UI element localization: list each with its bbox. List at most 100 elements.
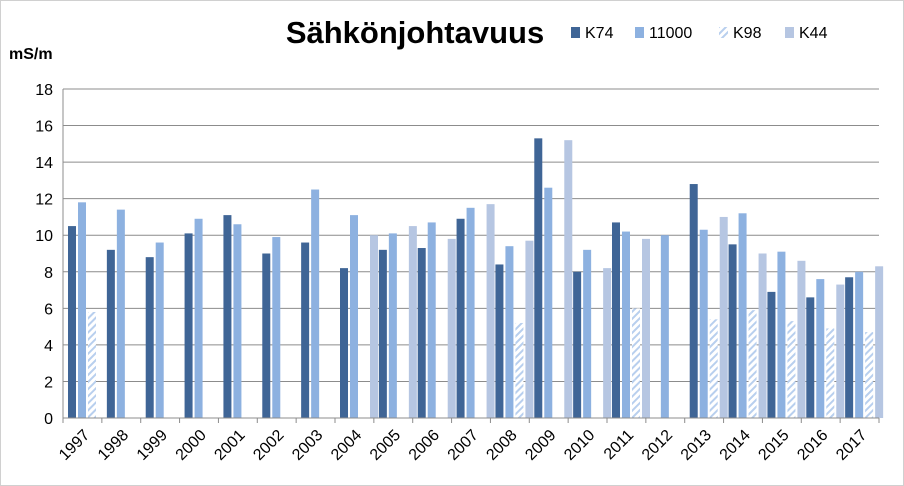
bar-K44-2011 <box>642 238 650 418</box>
legend-label-K44: K44 <box>799 25 828 42</box>
bar-11000-2005 <box>388 233 397 418</box>
legend-label-K74: K74 <box>585 25 614 42</box>
x-tick-label: 2005 <box>367 427 404 464</box>
bar-11000-2007 <box>466 207 475 418</box>
bar-K98-2014 <box>748 310 757 418</box>
bar-K74-2008 <box>495 264 504 418</box>
y-tick-label: 16 <box>35 119 53 136</box>
bar-K98-1997 <box>88 311 96 418</box>
x-tick-label: 2001 <box>211 427 248 464</box>
x-tick-label: 2013 <box>678 427 715 464</box>
x-tick-label: 2016 <box>794 427 831 464</box>
legend-swatch-K98 <box>719 27 728 38</box>
bar-K44-2009 <box>564 140 573 418</box>
bar-K74-2015 <box>767 291 776 418</box>
bar-K44-2010 <box>603 268 612 418</box>
bars <box>68 138 884 418</box>
bar-K44-2006 <box>447 238 456 418</box>
legend-swatch-11000 <box>635 27 644 38</box>
bar-K74-2017 <box>845 277 854 418</box>
bar-K74-1998 <box>106 249 115 418</box>
bar-K98-2016 <box>826 328 835 418</box>
bar-K44-2007 <box>486 204 495 418</box>
bar-K74-2003 <box>301 242 310 418</box>
bar-K74-2007 <box>456 218 465 418</box>
x-tick-label: 2010 <box>561 427 598 464</box>
bar-K74-2004 <box>340 268 348 418</box>
bar-11000-2009 <box>544 187 553 418</box>
x-tick-label: 2012 <box>639 427 676 464</box>
bar-11000-1999 <box>155 242 164 418</box>
y-tick-label: 4 <box>44 338 53 355</box>
bar-K98-2017 <box>865 332 874 418</box>
legend: K74 11000 K98 K44 <box>571 25 828 42</box>
y-tick-label: 8 <box>44 265 53 282</box>
bar-K74-2005 <box>378 249 387 418</box>
x-axis-ticks: 1997 1998 1999 2000 2001 2002 2003 2004 2005 2006… <box>56 427 870 464</box>
axes <box>62 89 880 423</box>
x-tick-label: 2002 <box>250 427 287 464</box>
x-tick-label: 1999 <box>134 427 171 464</box>
bar-11000-2004 <box>350 215 358 418</box>
x-tick-label: 2004 <box>328 427 365 464</box>
bar-K74-2009 <box>534 138 543 418</box>
x-tick-label: 2014 <box>717 427 754 464</box>
bar-11000-2010 <box>583 249 592 418</box>
bar-K44-2004 <box>370 235 378 418</box>
y-tick-label: 18 <box>35 82 53 99</box>
bar-11000-2003 <box>311 189 320 418</box>
legend-label-K98: K98 <box>733 25 762 42</box>
bar-K74-1997 <box>68 226 76 418</box>
legend-swatch-K74 <box>571 27 580 38</box>
bar-K44-2013 <box>719 216 728 418</box>
x-tick-label: 2009 <box>522 427 559 464</box>
bar-K74-1999 <box>145 257 154 418</box>
y-tick-label: 6 <box>44 301 53 318</box>
bar-K74-2002 <box>262 253 271 418</box>
y-axis-unit-label: mS/m <box>9 46 53 63</box>
x-tick-label: 2011 <box>601 427 637 463</box>
bar-K74-2013 <box>689 184 698 418</box>
bar-K74-2011 <box>612 222 620 418</box>
bar-11000-2014 <box>738 213 747 418</box>
bar-11000-2008 <box>505 246 514 418</box>
bar-11000-2013 <box>699 229 708 418</box>
bar-K98-2008 <box>515 322 524 418</box>
bar-K44-2016 <box>836 284 845 418</box>
bar-11000-2011 <box>622 231 630 418</box>
bar-K44-2008 <box>525 240 534 418</box>
y-tick-label: 12 <box>35 192 53 209</box>
legend-label-11000: 11000 <box>649 25 692 42</box>
x-tick-label: 2008 <box>483 427 520 464</box>
bar-K44-2005 <box>408 226 417 418</box>
bar-K44-2015 <box>797 260 806 418</box>
y-tick-label: 10 <box>35 228 53 245</box>
chart-title: Sähkönjohtavuus <box>286 15 544 50</box>
bar-K98-2013 <box>709 319 718 418</box>
bar-K98-2015 <box>787 321 796 418</box>
bar-11000-2002 <box>272 237 281 418</box>
bar-K74-2014 <box>728 244 737 418</box>
bar-K74-2001 <box>223 215 232 418</box>
bar-11000-2000 <box>194 218 203 418</box>
bar-11000-2012 <box>660 235 669 418</box>
bar-11000-2017 <box>855 271 864 418</box>
x-tick-label: 2003 <box>289 427 326 464</box>
bar-11000-2015 <box>777 251 786 418</box>
y-tick-label: 14 <box>35 155 53 172</box>
bar-11000-2001 <box>233 224 242 418</box>
bar-K74-2006 <box>417 248 426 418</box>
x-tick-label: 2007 <box>445 427 482 464</box>
x-tick-label: 2017 <box>833 427 870 464</box>
bar-K44-2014 <box>758 253 767 418</box>
legend-swatch-K44 <box>785 27 794 38</box>
x-tick-label: 2000 <box>173 427 210 464</box>
x-tick-label: 1997 <box>56 427 93 464</box>
x-tick-label: 2015 <box>755 427 792 464</box>
bar-K44-2017 <box>875 266 884 418</box>
x-tick-label: 1998 <box>95 427 132 464</box>
y-tick-label: 0 <box>44 411 53 428</box>
y-tick-label: 2 <box>44 374 53 391</box>
